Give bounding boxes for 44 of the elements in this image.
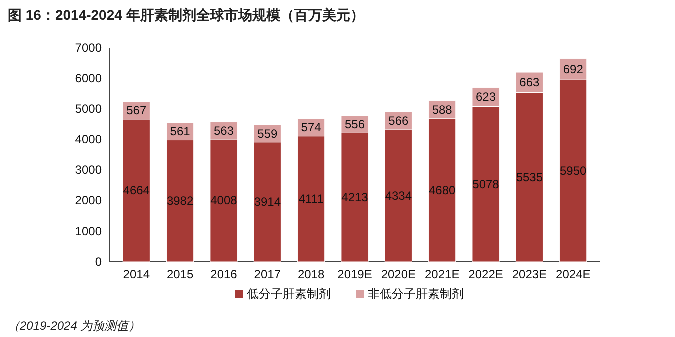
data-label: 566	[388, 114, 410, 128]
x-tick-label: 2014	[123, 268, 150, 282]
data-label: 561	[170, 124, 191, 139]
data-label: 588	[432, 102, 453, 117]
data-label: 5950	[560, 164, 588, 178]
data-label: 623	[476, 90, 496, 104]
x-tick-label: 2016	[210, 268, 238, 282]
chart-title: 图 16：2014-2024 年肝素制剂全球市场规模（百万美元）	[8, 7, 364, 23]
data-label: 3982	[166, 194, 194, 208]
x-tick-label: 2018	[298, 268, 325, 282]
data-label: 5078	[472, 177, 500, 192]
data-label: 663	[520, 76, 540, 90]
y-tick-label: 4000	[75, 132, 102, 147]
data-label: 4111	[298, 192, 324, 206]
y-tick-label: 5000	[75, 102, 102, 116]
data-label: 556	[344, 118, 366, 132]
x-tick-label: 2023E	[512, 268, 548, 282]
y-tick-label: 7000	[75, 40, 102, 55]
data-label: 559	[258, 126, 278, 141]
data-label: 574	[301, 120, 322, 135]
x-tick-label: 2022E	[468, 268, 504, 282]
data-label: 4334	[385, 188, 412, 203]
x-tick-label: 2021E	[424, 268, 460, 282]
x-tick-label: 2020E	[381, 268, 416, 282]
x-tick-label: 2024E	[556, 268, 591, 282]
data-label: 563	[214, 124, 234, 138]
legend-label: 低分子肝素制剂	[247, 287, 331, 301]
x-tick-label: 2019E	[338, 268, 372, 282]
data-label: 4664	[123, 184, 150, 198]
data-label: 5535	[516, 170, 544, 184]
y-tick-label: 3000	[75, 163, 102, 178]
x-tick-label: 2017	[254, 268, 282, 282]
y-tick-label: 1000	[75, 224, 102, 238]
y-tick-label: 0	[95, 254, 102, 269]
text: （2019-2024 为预测值）	[8, 319, 141, 333]
legend-label: 非低分子肝素制剂	[368, 287, 464, 301]
data-label: 567	[126, 104, 147, 118]
data-label: 4680	[428, 183, 456, 198]
data-label: 3914	[254, 195, 282, 210]
data-label: 692	[563, 62, 584, 77]
x-tick-label: 2015	[166, 268, 194, 282]
y-tick-label: 6000	[75, 71, 102, 86]
y-tick-label: 2000	[75, 194, 102, 208]
data-label: 4008	[210, 194, 238, 208]
